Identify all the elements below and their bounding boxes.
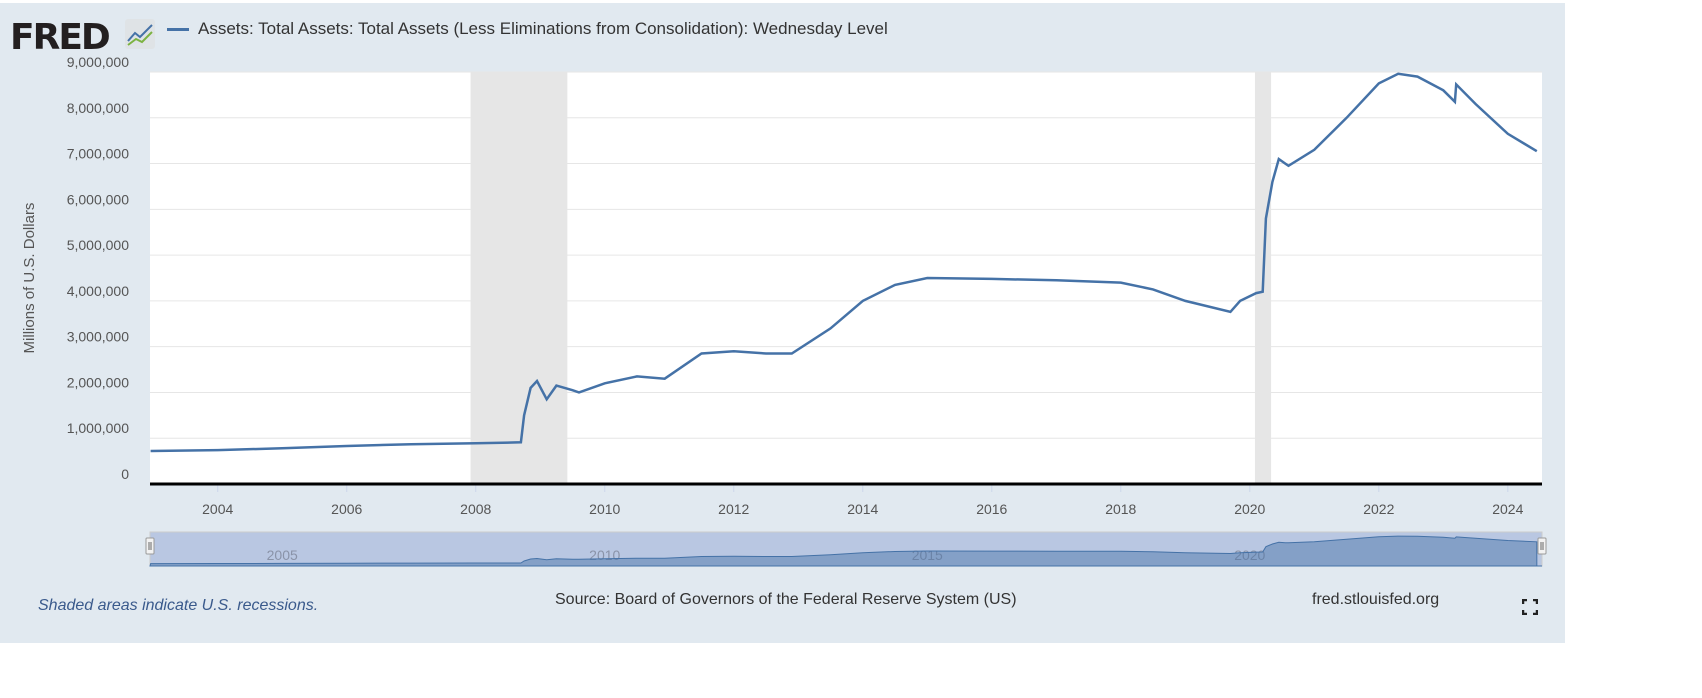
x-tick-label: 2012 bbox=[718, 501, 749, 517]
y-tick-label: 3,000,000 bbox=[67, 329, 129, 345]
y-tick-label: 5,000,000 bbox=[67, 237, 129, 253]
chart-container: FRED Assets: Total Assets: Total Assets … bbox=[0, 3, 1565, 643]
navigator-handle[interactable] bbox=[1537, 537, 1547, 555]
plot-area bbox=[150, 72, 1542, 484]
legend-label: Assets: Total Assets: Total Assets (Less… bbox=[198, 19, 888, 38]
legend-swatch bbox=[167, 27, 189, 31]
y-tick-label: 7,000,000 bbox=[67, 146, 129, 162]
fullscreen-icon[interactable] bbox=[1522, 599, 1538, 615]
series-line bbox=[150, 72, 1538, 453]
x-tick-label: 2024 bbox=[1492, 501, 1523, 517]
y-tick-label: 8,000,000 bbox=[67, 100, 129, 116]
y-tick-label: 4,000,000 bbox=[67, 283, 129, 299]
y-tick-label: 9,000,000 bbox=[67, 54, 129, 70]
x-tick-label: 2006 bbox=[331, 501, 362, 517]
y-tick-label: 2,000,000 bbox=[67, 374, 129, 390]
navigator-label: 2005 bbox=[267, 547, 298, 563]
x-tick-label: 2020 bbox=[1234, 501, 1265, 517]
fred-logo[interactable]: FRED bbox=[10, 17, 111, 58]
source-text: Source: Board of Governors of the Federa… bbox=[555, 591, 1017, 608]
y-axis-label: Millions of U.S. Dollars bbox=[21, 203, 38, 354]
chart-svg[interactable]: 0 1,000,000 2,000,000 3,000,000 4,000,000 5,0… bbox=[0, 3, 1565, 643]
x-tick-label: 2008 bbox=[460, 501, 491, 517]
recession-band bbox=[470, 72, 568, 484]
navigator-series bbox=[149, 535, 1542, 567]
navigator-label: 2020 bbox=[1234, 547, 1265, 563]
x-tick-label: 2010 bbox=[589, 501, 620, 517]
x-tick-label: 2004 bbox=[202, 501, 233, 517]
y-tick-label: 6,000,000 bbox=[67, 191, 129, 207]
x-tick-label: 2018 bbox=[1105, 501, 1136, 517]
recession-note: Shaded areas indicate U.S. recessions. bbox=[38, 597, 319, 614]
legend: Assets: Total Assets: Total Assets (Less… bbox=[167, 19, 888, 39]
y-tick-label: 1,000,000 bbox=[67, 420, 129, 436]
y-tick-label: 0 bbox=[121, 466, 129, 482]
navigator-handle[interactable] bbox=[145, 537, 155, 555]
site-link[interactable]: fred.stlouisfed.org bbox=[1312, 591, 1440, 608]
x-tick-label: 2014 bbox=[847, 501, 878, 517]
x-tick-label: 2016 bbox=[976, 501, 1007, 517]
x-tick-label: 2022 bbox=[1363, 501, 1394, 517]
chart-logo-icon bbox=[125, 19, 155, 49]
